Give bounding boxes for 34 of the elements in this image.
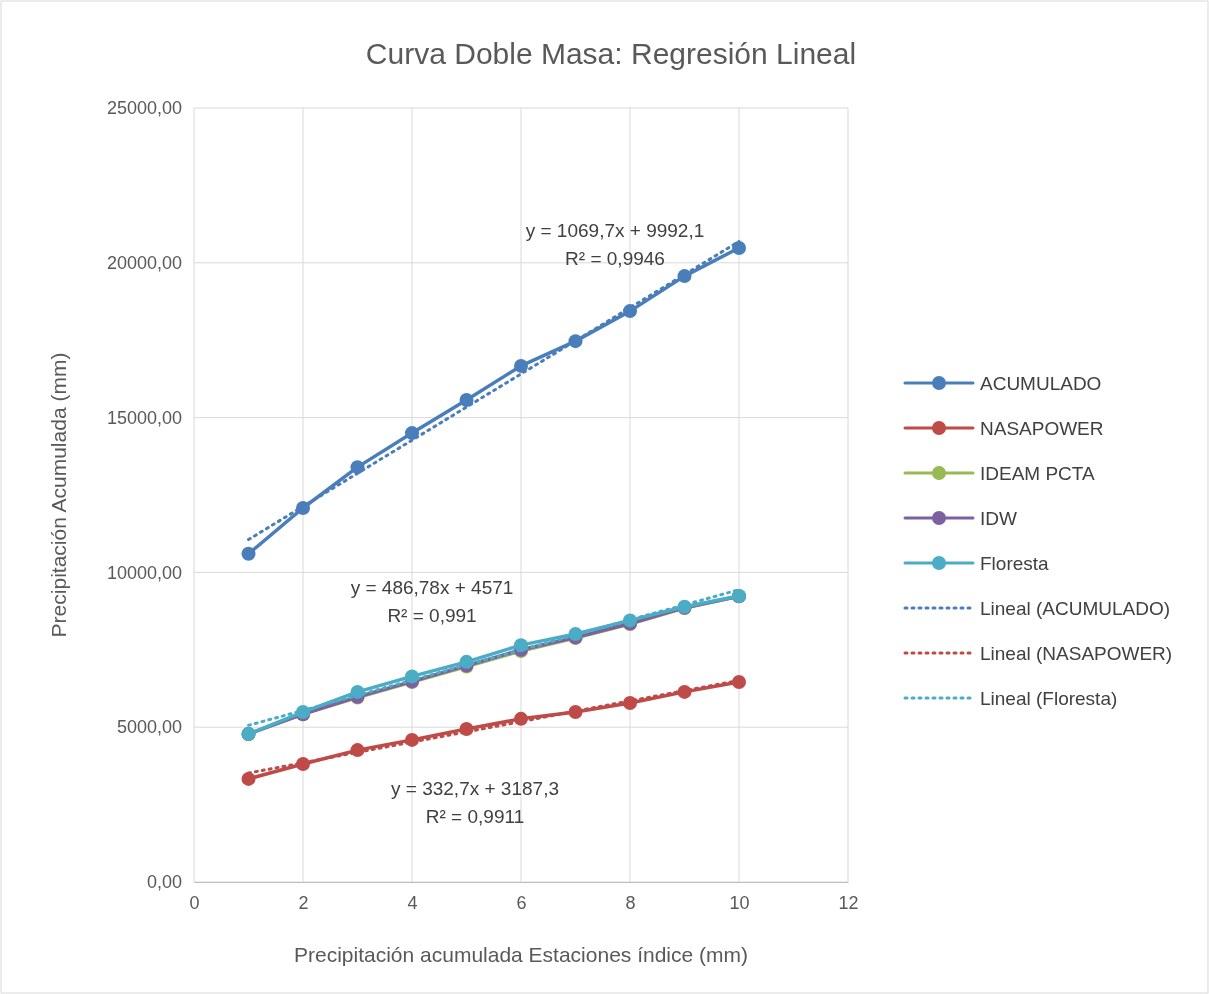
point: [405, 426, 419, 441]
annotation: y = 1069,7x + 9992,1 R² = 0,9946: [525, 220, 705, 269]
legend-label: Lineal (Floresta): [980, 688, 1118, 709]
x-tick-label: 12: [838, 892, 859, 913]
y-tick-label: 15000,00: [106, 407, 182, 428]
x-axis-title: Precipitación acumulada Estaciones índice (mm): [293, 943, 749, 966]
legend-label: Lineal (ACUMULADO): [980, 598, 1171, 619]
chart-title: Curva Doble Masa: Regresión Lineal: [365, 37, 857, 70]
x-tick-label: 8: [625, 892, 636, 913]
point: [732, 240, 746, 255]
point: [732, 675, 746, 689]
y-tick-label: 20000,00: [106, 253, 182, 274]
y-axis-title: Precipitación Acumulada (mm): [47, 352, 70, 638]
legend-label: Floresta: [980, 553, 1050, 574]
point: [459, 392, 474, 407]
x-tick-label: 6: [516, 892, 527, 913]
point: [514, 358, 528, 373]
legend-label: NASAPOWER: [980, 418, 1104, 439]
y-tick-label: 25000,00: [106, 98, 182, 119]
y-tick-label: 10000,00: [106, 562, 182, 583]
x-tick-label: 2: [298, 892, 309, 913]
point: [241, 546, 256, 561]
y-tick-label: 5000,00: [116, 717, 182, 738]
x-tick-label: 10: [729, 892, 750, 913]
point: [241, 771, 256, 786]
annotation: y = 486,78x + 4571 R² = 0,991: [350, 577, 514, 626]
legend-label: Lineal (NASAPOWER): [980, 643, 1173, 664]
x-tick-label: 0: [189, 892, 200, 913]
x-tick-label: 4: [407, 892, 418, 913]
y-tick-label: 0,00: [146, 872, 182, 893]
legend-label: ACUMULADO: [980, 373, 1102, 394]
annotation: y = 332,7x + 3187,3 R² = 0,9911: [391, 778, 559, 827]
legend-label: IDEAM PCTA: [980, 463, 1096, 484]
legend-label: IDW: [980, 508, 1017, 529]
